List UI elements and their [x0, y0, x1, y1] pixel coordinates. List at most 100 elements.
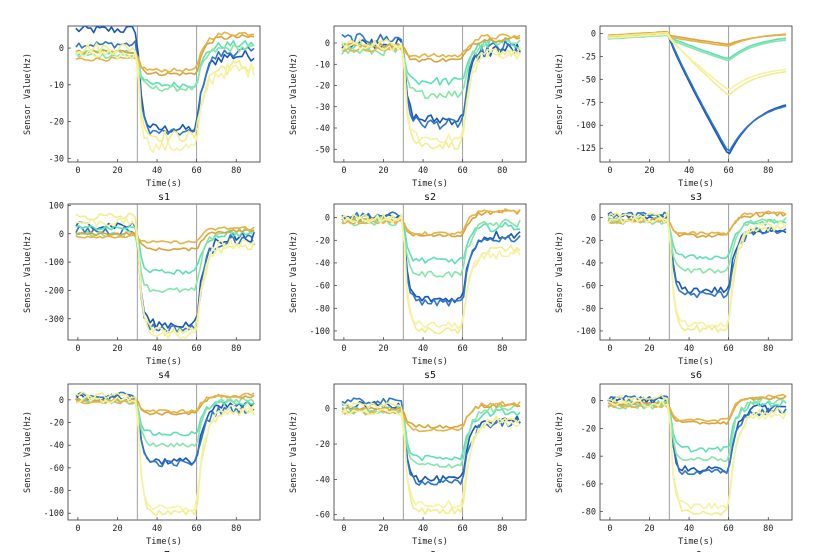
- axes-frame: [599, 25, 793, 163]
- series-line-2: [75, 226, 255, 334]
- y-tick-label: -80: [49, 487, 64, 497]
- y-tick-label: -10: [315, 60, 330, 70]
- y-tick-label: -300: [44, 315, 64, 325]
- x-tick-label: 60: [192, 344, 202, 354]
- y-tick-label: 0: [591, 29, 596, 39]
- subplot-caption: s5: [424, 370, 436, 381]
- series-line-3: [607, 399, 787, 453]
- y-axis-label: Sensor Value(Hz): [23, 231, 33, 313]
- y-tick-label: -50: [581, 75, 596, 85]
- subplot-caption: s4: [158, 370, 170, 381]
- x-tick-label: 20: [378, 344, 388, 354]
- x-tick-label: 60: [192, 166, 202, 176]
- subplot-caption: s2: [424, 192, 436, 203]
- y-tick-label: -60: [581, 282, 596, 292]
- y-tick-label: 0: [591, 214, 596, 224]
- y-tick-label: -20: [49, 118, 64, 128]
- y-axis-label: Sensor Value(Hz): [289, 53, 299, 135]
- y-tick-label: -20: [315, 440, 330, 450]
- x-tick-label: 20: [112, 344, 122, 354]
- y-tick-label: -40: [315, 259, 330, 269]
- y-tick-label: 100: [49, 201, 64, 211]
- series-line-7: [75, 212, 255, 337]
- series-line-8: [341, 42, 521, 144]
- y-tick-label: -40: [49, 441, 64, 451]
- y-tick-label: -60: [315, 511, 330, 521]
- y-axis-label: Sensor Value(Hz): [555, 231, 565, 313]
- series-line-5: [341, 402, 521, 429]
- x-axis-label: Time(s): [678, 179, 714, 189]
- axes-frame: [333, 25, 527, 163]
- y-tick-label: -50: [315, 145, 330, 155]
- subplot-caption: s1: [158, 192, 170, 203]
- x-tick-label: 60: [724, 344, 734, 354]
- subplot-caption: s8: [424, 550, 436, 552]
- series-line-6: [75, 392, 255, 414]
- x-tick-label: 0: [341, 166, 346, 176]
- y-tick-label: -25: [581, 52, 596, 62]
- series-line-7: [607, 31, 787, 96]
- x-tick-label: 20: [378, 524, 388, 534]
- y-tick-label: -40: [315, 475, 330, 485]
- axes-frame: [599, 203, 793, 341]
- subplot-s6: 0 20 40 60 80 0 -20 -40 -60 -80 -100 Time(s) Sensor …: [555, 203, 793, 381]
- y-tick-label: -20: [581, 236, 596, 246]
- x-axis-label: Time(s): [146, 179, 182, 189]
- axes-frame: [67, 203, 261, 341]
- y-tick-label: -100: [44, 509, 64, 519]
- x-axis-label: Time(s): [412, 179, 448, 189]
- series-line-4: [341, 218, 521, 278]
- x-tick-label: 40: [418, 524, 428, 534]
- y-axis-label: Sensor Value(Hz): [289, 411, 299, 493]
- x-tick-label: 40: [152, 166, 162, 176]
- subplot-s1: 0 20 40 60 80 0 -10 -20 -30 Time(s) Sensor Value(H…: [23, 25, 261, 203]
- subplot-caption: s9: [690, 550, 702, 552]
- subplot-s2: 0 20 40 60 80 0 -10 -20 -30 -40 -50 Time(s) Sensor V…: [289, 25, 527, 203]
- series-line-1: [341, 37, 521, 126]
- x-tick-label: 40: [684, 524, 694, 534]
- y-tick-label: -20: [315, 236, 330, 246]
- x-tick-label: 20: [644, 166, 654, 176]
- series-line-8: [341, 215, 521, 330]
- y-tick-label: -80: [315, 304, 330, 314]
- y-axis-label: Sensor Value(Hz): [23, 53, 33, 135]
- y-tick-label: 0: [325, 39, 330, 49]
- series-line-8: [75, 217, 255, 340]
- series-line-4: [341, 38, 521, 99]
- y-tick-label: -100: [310, 327, 330, 337]
- series-line-7: [75, 391, 255, 517]
- x-tick-label: 40: [418, 344, 428, 354]
- subplot-s7: 0 20 40 60 80 0 -20 -40 -60 -80 -100 Time(s) Sensor …: [23, 383, 261, 552]
- series-line-4: [75, 396, 255, 448]
- series-line-7: [607, 211, 787, 333]
- x-tick-label: 80: [231, 344, 241, 354]
- series-line-6: [607, 393, 787, 423]
- series-line-2: [607, 394, 787, 476]
- subplot-s4: 0 20 40 60 80 100 0 -100 -200 -300 Time(s) Sensor V…: [23, 201, 261, 381]
- x-tick-label: 80: [763, 524, 773, 534]
- x-tick-label: 60: [192, 524, 202, 534]
- y-tick-label: -75: [581, 98, 596, 108]
- series-line-8: [75, 49, 255, 153]
- x-tick-label: 0: [607, 524, 612, 534]
- y-tick-label: -60: [49, 464, 64, 474]
- series-line-3: [75, 225, 255, 276]
- y-tick-label: -10: [49, 81, 64, 91]
- x-tick-label: 0: [75, 344, 80, 354]
- x-tick-label: 60: [724, 166, 734, 176]
- series-line-6: [341, 33, 521, 59]
- series-line-8: [341, 408, 521, 509]
- axes-frame: [599, 383, 793, 521]
- series-line-6: [341, 400, 521, 433]
- x-tick-label: 20: [644, 524, 654, 534]
- x-tick-label: 80: [231, 166, 241, 176]
- axes-frame: [333, 383, 527, 521]
- y-tick-label: -100: [44, 258, 64, 268]
- y-tick-label: -40: [581, 259, 596, 269]
- x-tick-label: 20: [112, 524, 122, 534]
- series-line-1: [607, 396, 787, 474]
- series-line-8: [607, 33, 787, 91]
- y-tick-label: 0: [59, 396, 64, 406]
- x-tick-label: 60: [458, 344, 468, 354]
